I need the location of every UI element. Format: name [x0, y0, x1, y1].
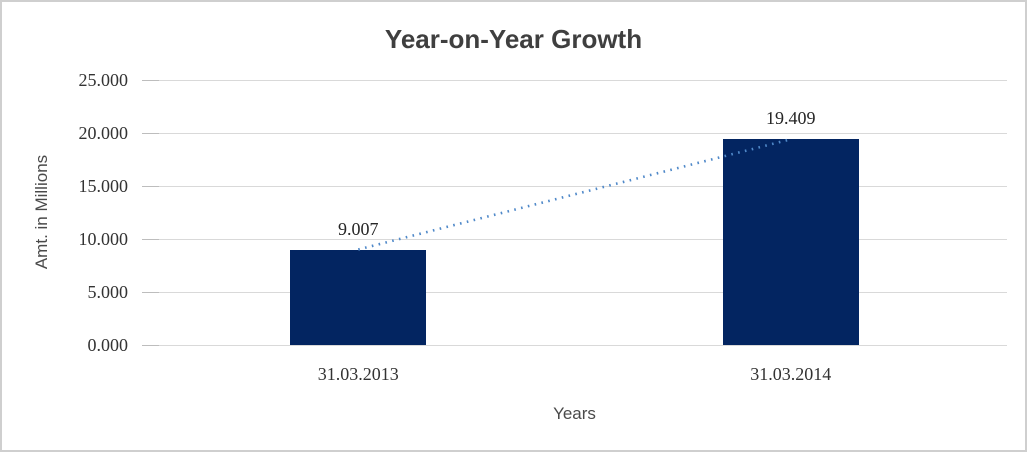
gridline	[142, 345, 1007, 346]
x-axis-title: Years	[553, 404, 596, 423]
plot-area	[142, 80, 1007, 346]
chart-title: Year-on-Year Growth	[384, 24, 643, 54]
gridline	[142, 239, 1007, 240]
y-axis-tick-mark	[142, 186, 159, 187]
y-axis-tick-mark	[142, 345, 159, 346]
bar-value-label: 19.409	[766, 108, 816, 129]
y-tick-label: 0.000	[87, 335, 129, 355]
y-tick-label: 20.000	[78, 123, 129, 143]
gridline	[142, 80, 1007, 81]
bar	[290, 249, 427, 345]
y-axis-tick-mark	[142, 80, 159, 81]
bar	[722, 139, 859, 345]
y-axis-tick-mark	[142, 292, 159, 293]
category-label: 31.03.2014	[750, 364, 832, 384]
gridline	[142, 292, 1007, 293]
trend-line	[357, 138, 792, 251]
bar-value-label: 9.007	[338, 218, 379, 239]
y-axis-tick-mark	[142, 133, 159, 134]
y-tick-label: 10.000	[78, 229, 129, 249]
y-axis-tick-mark	[142, 239, 159, 240]
y-axis-title: Amt. in Millions	[32, 154, 51, 270]
gridline	[142, 133, 1007, 134]
gridline	[142, 186, 1007, 187]
y-tick-label: 15.000	[78, 176, 129, 196]
y-tick-label: 5.000	[87, 282, 129, 302]
y-tick-label: 25.000	[78, 70, 129, 90]
category-label: 31.03.2013	[317, 364, 399, 384]
